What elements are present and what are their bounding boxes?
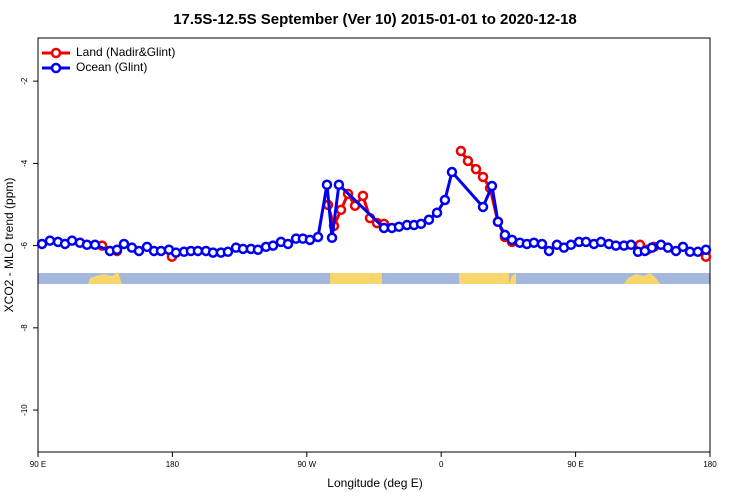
point <box>446 166 458 178</box>
legend-label: Ocean (Glint) <box>76 60 147 74</box>
chart-title: 17.5S-12.5S September (Ver 10) 2015-01-0… <box>173 11 577 28</box>
y-tick-label: -2 <box>20 77 29 85</box>
point <box>111 244 123 255</box>
x-tick-label: 180 <box>703 460 717 469</box>
legend-marker <box>50 62 62 74</box>
point <box>486 180 498 192</box>
point <box>462 155 474 167</box>
land-band <box>459 273 509 284</box>
point <box>692 246 704 258</box>
point <box>610 240 622 251</box>
point <box>565 239 577 251</box>
x-tick-label: 90 E <box>30 460 46 469</box>
point <box>439 194 451 206</box>
point <box>321 179 333 191</box>
x-tick-label: 90 W <box>297 460 316 469</box>
point <box>423 214 435 225</box>
point <box>133 245 145 257</box>
land-band <box>509 273 516 284</box>
point <box>625 239 637 251</box>
point <box>282 238 294 250</box>
point <box>333 179 345 191</box>
point <box>44 235 56 246</box>
point <box>357 190 369 202</box>
point <box>81 239 93 251</box>
point <box>646 242 658 253</box>
point <box>499 229 511 241</box>
point <box>267 240 279 251</box>
x-tick-label: 180 <box>166 460 180 469</box>
point <box>335 204 347 216</box>
y-axis-label: XCO2 - MLO trend (ppm) <box>2 178 16 313</box>
point <box>192 245 204 257</box>
x-axis-label: Longitude (deg E) <box>327 476 422 490</box>
point <box>700 244 712 255</box>
point <box>662 242 674 253</box>
land-band <box>330 273 382 284</box>
point <box>470 163 482 175</box>
y-tick-label: -6 <box>20 242 29 250</box>
point <box>312 231 324 243</box>
point <box>304 234 316 246</box>
land-band <box>624 273 660 284</box>
legend-marker <box>50 47 62 59</box>
y-tick-label: -8 <box>20 324 29 332</box>
point <box>477 201 489 213</box>
point <box>118 238 130 250</box>
point <box>89 239 101 251</box>
point <box>536 238 548 250</box>
point <box>431 207 443 218</box>
point <box>393 221 405 232</box>
point <box>492 216 504 228</box>
point <box>155 245 167 257</box>
y-tick-label: -4 <box>20 159 29 167</box>
legend-label: Land (Nadir&Glint) <box>76 45 175 59</box>
point <box>455 145 467 157</box>
point <box>415 218 427 230</box>
point <box>477 171 489 183</box>
point <box>528 237 540 248</box>
land-band <box>88 272 122 284</box>
point <box>543 245 555 257</box>
legend: Land (Nadir&Glint)Ocean (Glint) <box>42 45 175 74</box>
y-tick-label: -10 <box>20 404 29 416</box>
point <box>222 246 234 258</box>
point <box>252 244 264 255</box>
x-tick-label: 90 E <box>567 460 583 469</box>
x-tick-label: 0 <box>439 460 444 469</box>
point <box>170 247 182 258</box>
point <box>326 232 338 244</box>
point <box>677 241 689 253</box>
